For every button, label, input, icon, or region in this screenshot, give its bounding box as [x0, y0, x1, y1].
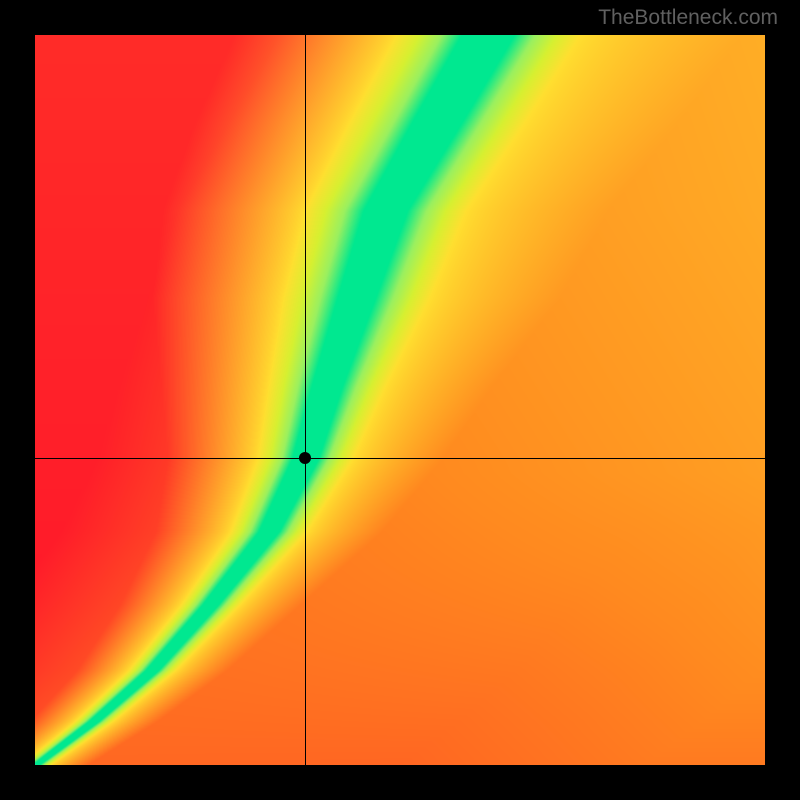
heatmap-plot-area: [35, 35, 765, 765]
crosshair-vertical-line: [305, 35, 306, 765]
heatmap-canvas: [35, 35, 765, 765]
crosshair-marker-dot: [299, 452, 311, 464]
crosshair-horizontal-line: [35, 458, 765, 459]
watermark-text: TheBottleneck.com: [598, 6, 778, 30]
